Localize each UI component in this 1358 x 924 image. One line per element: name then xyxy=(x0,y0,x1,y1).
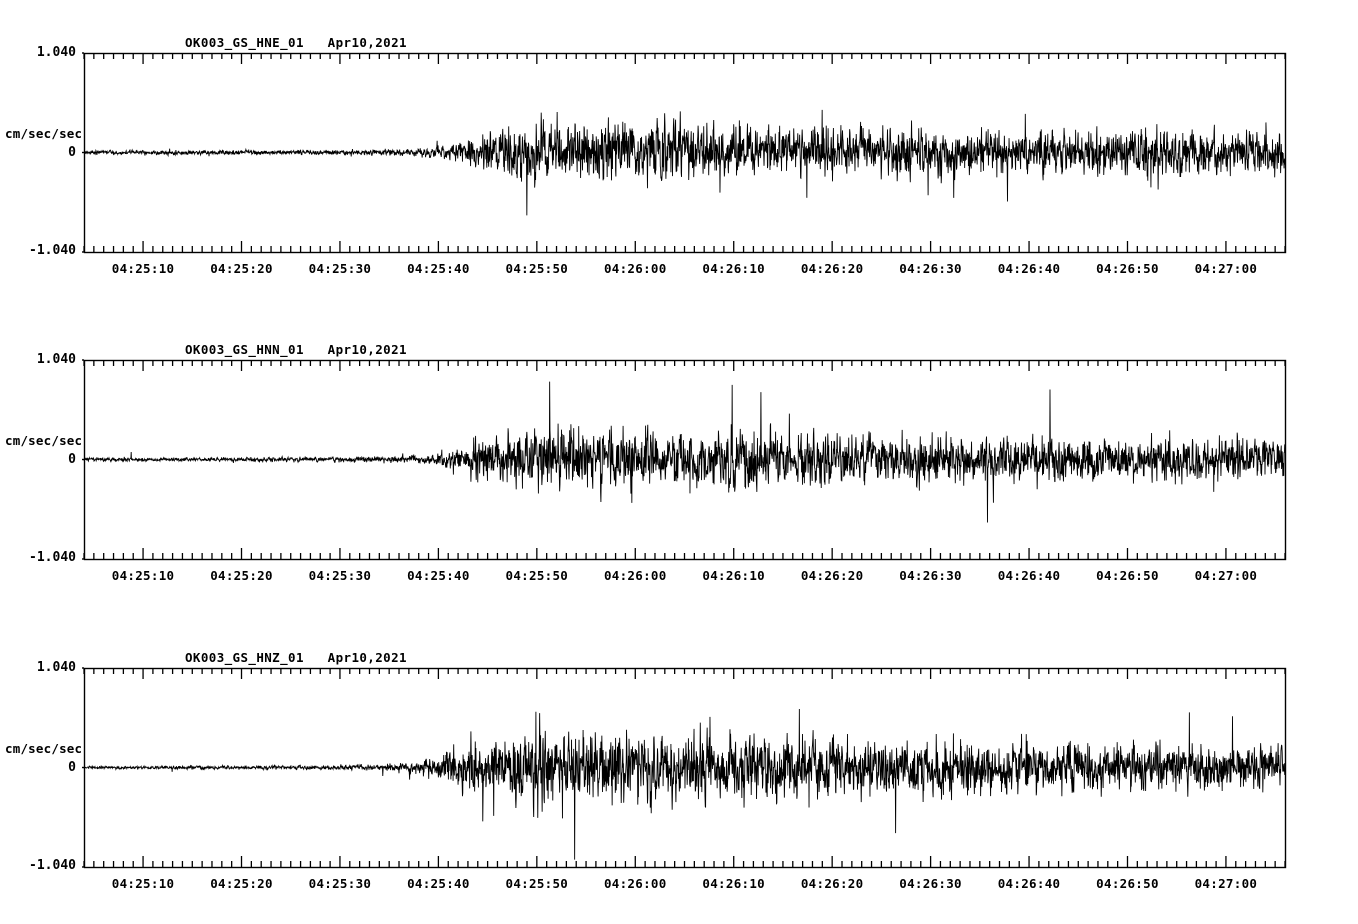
axis-ticks xyxy=(83,668,1286,867)
x-axis-tick-label: 04:26:50 xyxy=(1096,261,1159,276)
x-axis-tick-label: 04:25:20 xyxy=(210,261,273,276)
y-axis-tick-label-min: -1.040 xyxy=(29,243,76,258)
x-axis-tick-label: 04:27:00 xyxy=(1194,568,1258,583)
axis-ticks xyxy=(83,53,1286,252)
x-axis-tick-label: 04:25:10 xyxy=(111,568,175,583)
x-axis-tick-label: 04:25:40 xyxy=(407,261,470,276)
x-axis-tick-label: 04:26:50 xyxy=(1096,568,1159,583)
y-axis-tick-label-max: 1.040 xyxy=(36,45,76,60)
x-axis-tick-label: 04:26:10 xyxy=(702,261,766,276)
y-axis-tick-label-min: -1.040 xyxy=(29,858,76,873)
y-axis-ticks xyxy=(82,52,84,253)
y-axis-unit-label: cm/sec/sec xyxy=(5,740,83,756)
x-axis-tick-label: 04:25:40 xyxy=(407,876,470,891)
y-axis-tick-label-min: -1.040 xyxy=(29,550,76,565)
x-axis-tick-label: 04:27:00 xyxy=(1194,876,1258,891)
x-axis-tick-label: 04:27:00 xyxy=(1194,261,1258,276)
waveform-trace xyxy=(83,709,1286,860)
x-axis-tick-label: 04:26:20 xyxy=(800,876,864,891)
y-axis-tick-label-zero: 0 xyxy=(68,759,76,775)
y-axis-ticks xyxy=(82,667,84,868)
x-axis-tick-label: 04:25:30 xyxy=(308,261,372,276)
x-axis-tick-label: 04:25:20 xyxy=(210,568,273,583)
x-axis-tick-label: 04:25:20 xyxy=(210,876,273,891)
x-axis-tick-label: 04:26:40 xyxy=(997,876,1061,891)
y-axis-tick-label-zero: 0 xyxy=(68,144,76,160)
x-axis-tick-label: 04:26:10 xyxy=(702,876,766,891)
panel-title: OK003_GS_HNN_01 Apr10,2021 xyxy=(185,342,407,357)
y-axis-tick-label-zero: 0 xyxy=(68,451,76,467)
y-axis-ticks xyxy=(82,359,84,560)
x-axis-tick-label: 04:25:30 xyxy=(308,568,372,583)
panel-title: OK003_GS_HNZ_01 Apr10,2021 xyxy=(185,650,407,665)
x-axis-tick-label: 04:26:00 xyxy=(603,568,667,583)
x-axis-tick-label: 04:26:20 xyxy=(800,568,864,583)
y-axis-unit-label: cm/sec/sec xyxy=(5,432,83,448)
x-axis-tick-label: 04:25:50 xyxy=(505,876,569,891)
plot-area xyxy=(82,52,1287,254)
x-axis-tick-label: 04:26:00 xyxy=(603,876,667,891)
x-axis-tick-label: 04:25:10 xyxy=(111,261,175,276)
y-axis-tick-label-max: 1.040 xyxy=(36,352,76,367)
x-axis-tick-label: 04:26:40 xyxy=(997,568,1061,583)
y-axis-tick-label-max: 1.040 xyxy=(36,660,76,675)
waveform-trace xyxy=(83,109,1286,216)
plot-area xyxy=(82,359,1287,561)
axis-ticks xyxy=(83,360,1286,559)
plot-area xyxy=(82,667,1287,869)
x-axis-tick-label: 04:26:10 xyxy=(702,568,766,583)
x-axis-tick-label: 04:26:30 xyxy=(899,261,962,276)
x-axis-tick-label: 04:25:40 xyxy=(407,568,470,583)
x-axis-tick-label: 04:25:30 xyxy=(308,876,372,891)
x-axis-tick-label: 04:26:30 xyxy=(899,876,962,891)
x-axis-tick-label: 04:26:00 xyxy=(603,261,667,276)
y-axis-unit-label: cm/sec/sec xyxy=(5,125,83,141)
x-axis-tick-label: 04:25:50 xyxy=(505,568,569,583)
x-axis-tick-label: 04:26:20 xyxy=(800,261,864,276)
x-axis-tick-label: 04:25:10 xyxy=(111,876,175,891)
waveform-trace xyxy=(83,381,1286,523)
x-axis-tick-label: 04:26:40 xyxy=(997,261,1061,276)
panel-title: OK003_GS_HNE_01 Apr10,2021 xyxy=(185,35,407,50)
x-axis-tick-label: 04:26:30 xyxy=(899,568,962,583)
x-axis-tick-label: 04:25:50 xyxy=(505,261,569,276)
x-axis-tick-label: 04:26:50 xyxy=(1096,876,1159,891)
